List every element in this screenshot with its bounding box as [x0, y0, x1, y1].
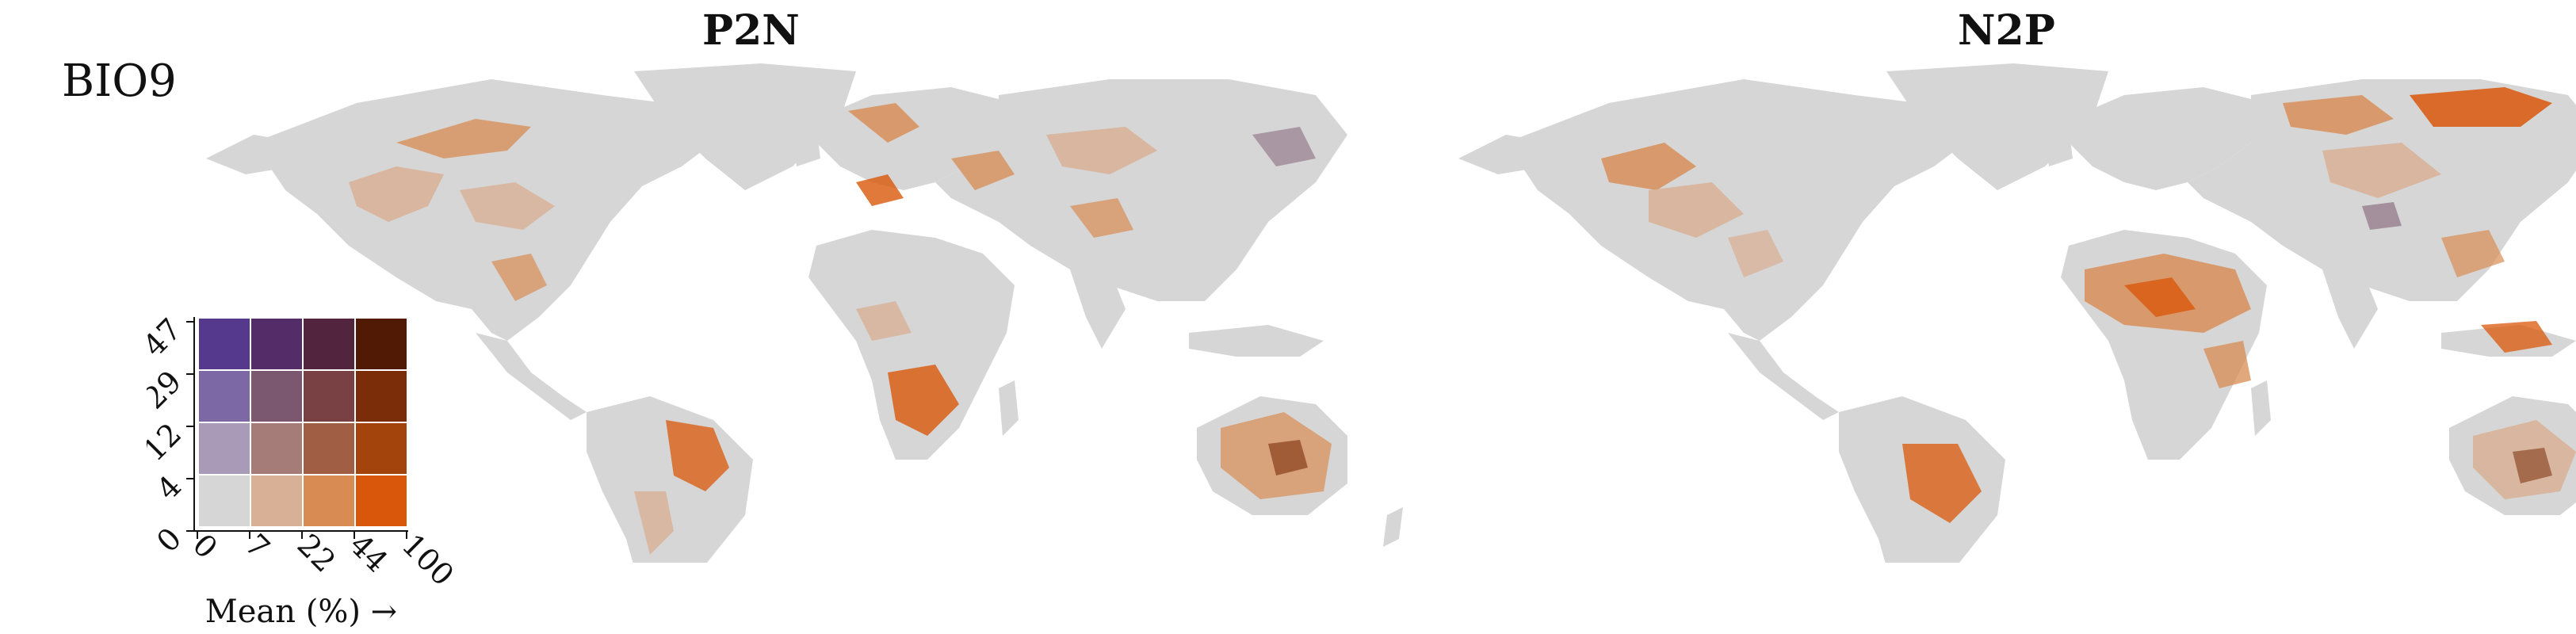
legend-x-ticks: 0 7 22 44 100 — [186, 527, 461, 592]
legend-cell — [356, 371, 407, 422]
legend-cell — [199, 371, 250, 422]
legend-cell — [199, 423, 250, 474]
legend-x-tick-label: 44 — [343, 527, 395, 579]
legend-cell — [199, 319, 250, 369]
legend-cell — [304, 371, 354, 422]
legend-cell — [304, 319, 354, 369]
legend-x-tick-label: 7 — [239, 527, 277, 565]
legend-cell — [356, 476, 407, 526]
legend-x-tick-label: 22 — [291, 527, 342, 579]
legend-cell — [304, 423, 354, 474]
p2n-highlights — [349, 103, 1332, 555]
legend-x-label: Mean (%) → — [205, 594, 397, 630]
legend-cell — [251, 476, 302, 526]
panel-title-n2p: N2P — [1958, 6, 2055, 55]
legend-cell — [251, 371, 302, 422]
legend-cell — [356, 319, 407, 369]
legend-y-tick-label: 0 — [150, 521, 188, 559]
legend-y-tick-label: 12 — [147, 416, 188, 468]
map-n2p — [1458, 63, 2576, 563]
legend-grid — [199, 319, 407, 526]
legend-x-tick-label: 0 — [186, 527, 224, 565]
map-p2n — [206, 63, 1403, 563]
legend-y-tick-label: 4 — [150, 468, 188, 506]
legend-cell — [251, 423, 302, 474]
legend-y-tick-label: 47 — [147, 311, 188, 363]
legend-y-tick-label: 29 — [147, 364, 188, 415]
row-label: BIO9 — [62, 55, 177, 107]
n2p-highlights — [1601, 87, 2576, 523]
legend-x-tick-label: 100 — [396, 527, 461, 592]
legend-cell — [304, 476, 354, 526]
legend-cell — [356, 423, 407, 474]
legend-cell — [199, 476, 250, 526]
legend-cell — [251, 319, 302, 369]
panel-title-p2n: P2N — [702, 6, 800, 55]
